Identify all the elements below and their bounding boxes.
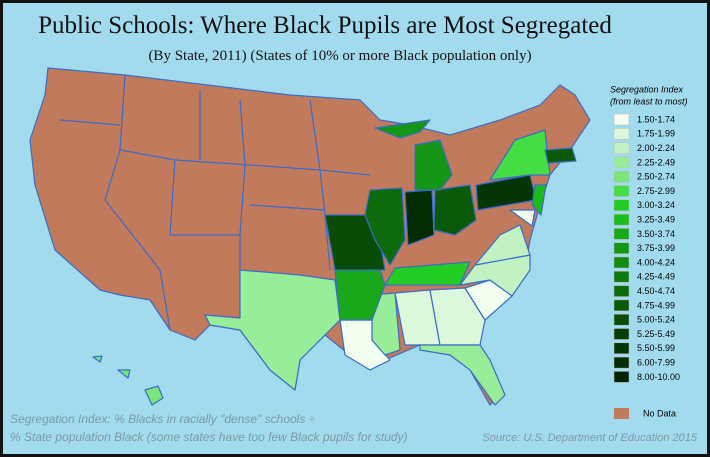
- legend-swatch: [613, 371, 630, 383]
- state: [204, 269, 341, 391]
- legend-label: 5.50-5.99: [637, 343, 675, 353]
- legend-label: 4.25-4.49: [637, 272, 675, 282]
- state: [544, 147, 577, 164]
- legend-swatch: [614, 408, 629, 419]
- legend-swatch: [613, 142, 630, 154]
- legend-label: 2.50-2.74: [637, 172, 675, 182]
- subtitle: (By State, 2011) (States of 10% or more …: [148, 48, 531, 64]
- state: [364, 187, 406, 266]
- us-map: [29, 67, 591, 406]
- legend-swatch: [613, 299, 630, 312]
- state: [371, 292, 401, 356]
- state: [429, 287, 486, 346]
- legend-label: 1.50-1.74: [637, 114, 675, 124]
- legend-label: 3.00-3.24: [637, 200, 675, 210]
- legend-label: 3.50-3.74: [637, 229, 675, 239]
- legend-swatch: [613, 128, 630, 140]
- legend-swatch: [613, 185, 630, 197]
- legend-label: 4.50-4.74: [637, 286, 675, 296]
- state: [404, 189, 435, 246]
- legend-label: 2.75-2.99: [637, 186, 675, 196]
- legend-label: 5.25-5.49: [637, 329, 675, 339]
- state: [384, 261, 471, 286]
- legend-swatch: [613, 213, 630, 226]
- legend-swatch: [613, 199, 630, 212]
- legend-swatch: [613, 113, 630, 126]
- legend-swatch: [613, 328, 630, 340]
- state: [433, 184, 477, 236]
- legend-label: 2.25-2.49: [637, 157, 675, 167]
- legend-label: 6.00-7.99: [637, 357, 675, 367]
- state-border: [249, 204, 326, 211]
- state: [117, 369, 131, 379]
- legend-swatch: [613, 342, 630, 355]
- legend-label: 3.75-3.99: [637, 243, 675, 253]
- state: [531, 184, 547, 216]
- footnote: % State population Black (some states ha…: [10, 430, 408, 444]
- legend-swatch: [613, 242, 630, 254]
- legend-label: 4.00-4.24: [637, 257, 675, 267]
- legend-label: 3.25-3.49: [637, 214, 675, 224]
- legend-swatch: [613, 356, 630, 369]
- legend-title: Segregation Index: [610, 84, 684, 94]
- legend-label: 2.00-2.24: [637, 143, 675, 153]
- state-border: [59, 119, 121, 126]
- footnote: Segregation Index: % Blacks in racially …: [10, 412, 316, 426]
- legend-label: 8.00-10.00: [637, 372, 680, 382]
- legend-label: No Data: [643, 408, 676, 418]
- legend-label: 1.75-1.99: [637, 129, 675, 139]
- state-border: [239, 99, 246, 236]
- state-border: [119, 149, 241, 318]
- legend-swatch: [613, 256, 630, 269]
- legend-swatch: [613, 271, 630, 283]
- state: [419, 344, 506, 406]
- state: [144, 385, 164, 406]
- legend-swatch: [613, 313, 630, 326]
- source: Source: U.S. Department of Education 201…: [482, 432, 698, 444]
- legend: 1.50-1.74 1.75-1.99 2.00-2.24 2.25-2.49 2.50…: [613, 113, 680, 419]
- legend-label: 5.00-5.24: [637, 315, 675, 325]
- legend-swatch: [613, 285, 630, 297]
- legend-label: 4.75-4.99: [637, 300, 675, 310]
- state: [509, 209, 536, 227]
- legend-swatch: [613, 228, 630, 240]
- state-border: [104, 74, 171, 331]
- legend-swatch: [613, 156, 630, 169]
- state: [92, 355, 103, 363]
- legend-swatch: [613, 170, 630, 183]
- legend-title: (from least to most): [610, 96, 688, 106]
- state: [374, 119, 431, 139]
- title: Public Schools: Where Black Pupils are M…: [38, 12, 612, 39]
- state-border: [309, 99, 371, 176]
- state: [414, 139, 453, 191]
- state: [474, 224, 531, 266]
